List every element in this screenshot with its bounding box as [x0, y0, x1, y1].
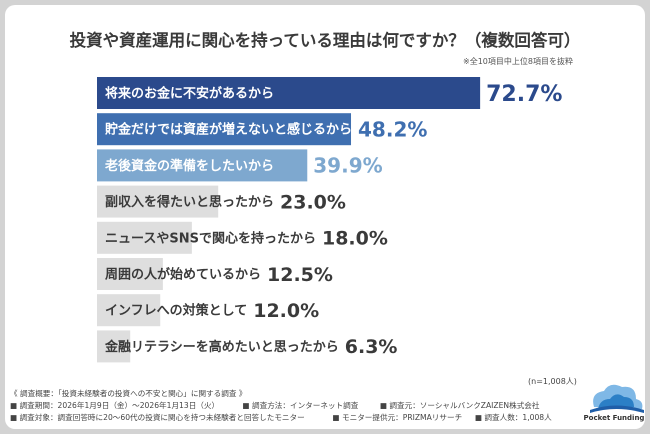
- footer-period: ■ 調査期間：2026年1月9日（金）〜2026年1月13日（火）: [10, 401, 220, 410]
- bar-2: [97, 113, 352, 146]
- category-label-5: ニュースやSNSで関心を持ったから: [105, 230, 316, 246]
- footer-line-1: 《 調査概要：「投資未経験者の投資への不安と関心」に関する調査 》: [10, 389, 247, 398]
- footer-line-3: ■ 調査対象：調査回答時に20〜60代の投資に関心を持つ未経験者と回答したモニタ…: [10, 412, 552, 424]
- category-label-7: インフレへの対策として: [105, 303, 247, 319]
- category-label-2: 貯金だけでは資産が増えないと感じるから: [105, 122, 352, 138]
- chart-note: ※全10項目中上位8項目を抜粋: [463, 57, 573, 66]
- chart-title: 投資や資産運用に関心を持っている理由は何ですか？（複数回答可）: [69, 31, 581, 50]
- value-label-4: 23.0%: [280, 191, 346, 213]
- bar-1: [97, 77, 481, 109]
- footer-method: ■ 調査方法：インターネット調査: [242, 401, 359, 410]
- value-label-6: 12.5%: [267, 264, 333, 286]
- sample-size-note: (n=1,008人): [528, 377, 577, 386]
- footer-count: ■ 調査人数：1,008人: [474, 413, 552, 422]
- bar-8: [97, 330, 131, 363]
- bar-chart: 将来のお金に不安があるから 72.7% 貯金だけでは資産が増えないと感じるから 48.…: [97, 77, 562, 363]
- bar-7: [97, 294, 161, 327]
- value-label-8: 6.3%: [345, 336, 398, 358]
- category-label-6: 周囲の人が始めているから: [105, 267, 261, 283]
- category-label-4: 副収入を得たいと思ったから: [105, 194, 274, 210]
- value-label-3: 39.9%: [313, 154, 382, 178]
- chart-card: 投資や資産運用に関心を持っている理由は何ですか？（複数回答可） ※全10項目中上…: [5, 5, 645, 429]
- value-label-1: 72.7%: [486, 82, 562, 107]
- value-label-2: 48.2%: [358, 117, 427, 141]
- footer-provider: ■ モニター提供元：PRIZMAリサーチ: [332, 413, 463, 422]
- survey-footer: 《 調査概要：「投資未経験者の投資への不安と関心」に関する調査 》 ■ 調査期間…: [10, 388, 552, 424]
- bar-4: [97, 185, 219, 218]
- category-label-8: 金融リテラシーを高めたいと思ったから: [104, 339, 339, 355]
- bar-5: [97, 221, 192, 254]
- logo-text: Pocket Funding: [583, 414, 645, 422]
- footer-target: ■ 調査対象：調査回答時に20〜60代の投資に関心を持つ未経験者と回答したモニタ…: [10, 413, 305, 422]
- footer-source: ■ 調査元：ソーシャルバンクZAIZEN株式会社: [379, 401, 540, 410]
- value-label-7: 12.0%: [253, 300, 319, 322]
- footer-line-2: ■ 調査期間：2026年1月9日（金）〜2026年1月13日（火） ■ 調査方法…: [10, 400, 552, 412]
- cloud-logo-icon: [590, 384, 644, 413]
- category-label-3: 老後資金の準備をしたいから: [104, 158, 274, 174]
- bar-6: [97, 258, 163, 290]
- value-label-5: 18.0%: [322, 228, 388, 250]
- category-label-1: 将来のお金に不安があるから: [105, 86, 274, 102]
- bar-3: [97, 149, 308, 182]
